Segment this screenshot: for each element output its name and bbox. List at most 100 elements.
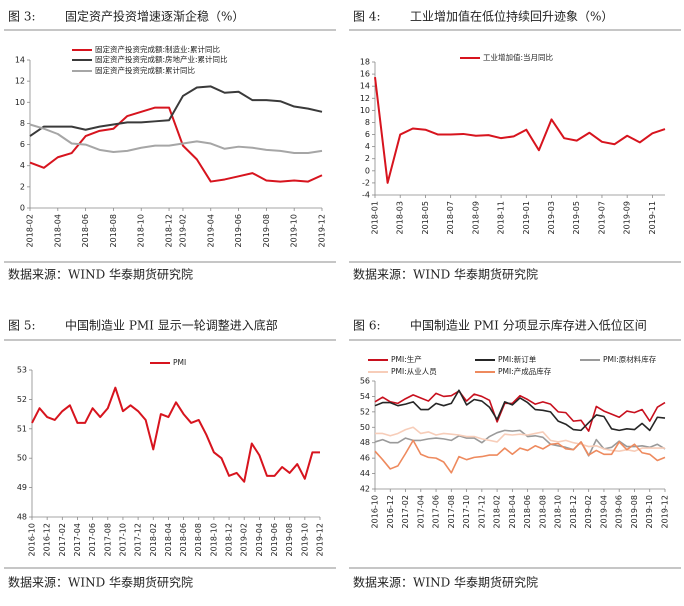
y-tick-label: 52 <box>360 407 370 416</box>
figure-title: 中国制造业 PMI 显示一轮调整进入底部 <box>65 318 278 333</box>
x-tick-label: 2019-04 <box>255 523 264 556</box>
y-tick-label: 48 <box>17 513 27 522</box>
figure-title: 中国制造业 PMI 分项显示库存进入低位区间 <box>410 318 647 333</box>
y-tick-label: 18 <box>360 58 370 67</box>
y-tick-label: 51 <box>17 424 27 433</box>
y-tick-label: 10 <box>15 98 25 107</box>
x-tick-label: 2018-02 <box>26 214 35 247</box>
y-tick-label: 56 <box>360 377 370 386</box>
legend-label: 固定资产投资完成额:房地产业:累计同比 <box>95 54 228 64</box>
x-tick-label: 2018-10 <box>209 523 218 556</box>
x-tick-label: 2018-06 <box>179 523 188 556</box>
x-tick-label: 2018-01 <box>371 201 380 234</box>
x-tick-label: 2019-12 <box>316 523 325 556</box>
x-tick-label: 2017-10 <box>462 495 471 528</box>
x-tick-label: 2019-10 <box>300 523 309 556</box>
x-tick-label: 2016-10 <box>371 495 380 528</box>
x-tick-label: 2018-04 <box>508 495 517 528</box>
x-tick-label: 2019-11 <box>648 201 657 234</box>
legend-label: 固定资产投资完成额:制造业:累计同比 <box>95 44 221 54</box>
x-tick-label: 2018-12 <box>569 495 578 528</box>
legend-label: PMI <box>173 358 186 367</box>
y-tick-label: 46 <box>360 454 370 463</box>
x-tick-label: 2019-09 <box>623 201 632 234</box>
y-tick-label: 50 <box>360 423 370 432</box>
x-tick-label: 2019-10 <box>645 495 654 528</box>
y-tick-label: 8 <box>20 119 25 128</box>
y-tick-label: 6 <box>365 130 370 139</box>
y-tick-label: 53 <box>17 366 27 375</box>
x-tick-label: 2019-02 <box>178 214 187 247</box>
source-note: 数据来源：WIND 华泰期货研究院 <box>8 575 193 590</box>
x-tick-label: 2018-06 <box>81 214 90 247</box>
y-tick-label: 16 <box>360 70 370 79</box>
source-note: 数据来源：WIND 华泰期货研究院 <box>353 575 538 590</box>
series-line <box>31 386 320 483</box>
x-tick-label: 2018-08 <box>109 214 118 247</box>
y-tick-label: 12 <box>360 94 370 103</box>
y-tick-label: 6 <box>20 140 25 149</box>
x-tick-label: 2019-04 <box>599 495 608 528</box>
x-tick-label: 2018-07 <box>446 201 455 234</box>
y-tick-label: 0 <box>365 166 370 175</box>
x-tick-label: 2018-08 <box>538 495 547 528</box>
figure-title: 工业增加值在低位持续回升迹象（%） <box>410 9 613 24</box>
x-tick-label: 2018-10 <box>554 495 563 528</box>
x-tick-label: 2017-02 <box>401 495 410 528</box>
y-tick-label: 50 <box>17 454 27 463</box>
y-tick-label: 48 <box>360 438 370 447</box>
figure-number: 图 6: <box>353 319 381 333</box>
series-line <box>374 389 666 432</box>
source-note: 数据来源：WIND 华泰期货研究院 <box>8 267 193 282</box>
y-tick-label: 4 <box>365 142 370 151</box>
x-tick-label: 2018-02 <box>493 495 502 528</box>
x-tick-label: 2019-08 <box>630 495 639 528</box>
legend-label: PMI:产成品库存 <box>498 366 552 376</box>
x-tick-label: 2019-06 <box>234 214 243 247</box>
x-tick-label: 2018-05 <box>421 201 430 234</box>
x-tick-label: 2019-07 <box>597 201 606 234</box>
x-tick-label: 2017-06 <box>432 495 441 528</box>
x-tick-label: 2017-12 <box>134 523 143 556</box>
x-tick-label: 2018-09 <box>471 201 480 234</box>
figure-number: 图 4: <box>353 10 381 24</box>
x-tick-label: 2018-11 <box>497 201 506 234</box>
x-tick-label: 2018-06 <box>523 495 532 528</box>
x-tick-label: 2019-08 <box>262 214 271 247</box>
y-tick-label: 14 <box>15 56 25 65</box>
legend-label: PMI:新订单 <box>498 354 537 364</box>
x-tick-label: 2018-12 <box>225 523 234 556</box>
series-line <box>29 123 323 155</box>
legend-label: PMI:原材料库存 <box>603 354 657 364</box>
series-line <box>374 429 666 457</box>
y-tick-label: 44 <box>360 469 370 478</box>
x-tick-label: 2018-02 <box>149 523 158 556</box>
x-tick-label: 2019-08 <box>285 523 294 556</box>
y-tick-label: 54 <box>360 392 370 401</box>
x-tick-label: 2019-02 <box>584 495 593 528</box>
y-tick-label: -4 <box>362 191 370 200</box>
legend-label: 固定资产投资完成额:累计同比 <box>95 65 196 75</box>
x-tick-label: 2017-04 <box>416 495 425 528</box>
x-tick-label: 2019-03 <box>547 201 556 234</box>
x-tick-label: 2017-06 <box>88 523 97 556</box>
x-tick-label: 2017-12 <box>477 495 486 528</box>
y-tick-label: 8 <box>365 118 370 127</box>
x-tick-label: 2016-10 <box>28 523 37 556</box>
x-tick-label: 2018-10 <box>137 214 146 247</box>
figure-number: 图 3: <box>8 10 36 24</box>
y-tick-label: 42 <box>360 485 370 494</box>
x-tick-label: 2018-03 <box>396 201 405 234</box>
x-tick-label: 2018-08 <box>194 523 203 556</box>
x-tick-label: 2018-12 <box>165 214 174 247</box>
y-tick-label: 10 <box>360 106 370 115</box>
x-tick-label: 2019-12 <box>661 495 670 528</box>
series-line <box>374 76 666 184</box>
x-tick-label: 2018-04 <box>164 523 173 556</box>
source-note: 数据来源：WIND 华泰期货研究院 <box>353 267 538 282</box>
y-tick-label: 2 <box>20 182 25 191</box>
x-tick-label: 2017-08 <box>447 495 456 528</box>
y-tick-label: 49 <box>17 483 27 492</box>
x-tick-label: 2017-04 <box>73 523 82 556</box>
series-line <box>374 390 666 432</box>
